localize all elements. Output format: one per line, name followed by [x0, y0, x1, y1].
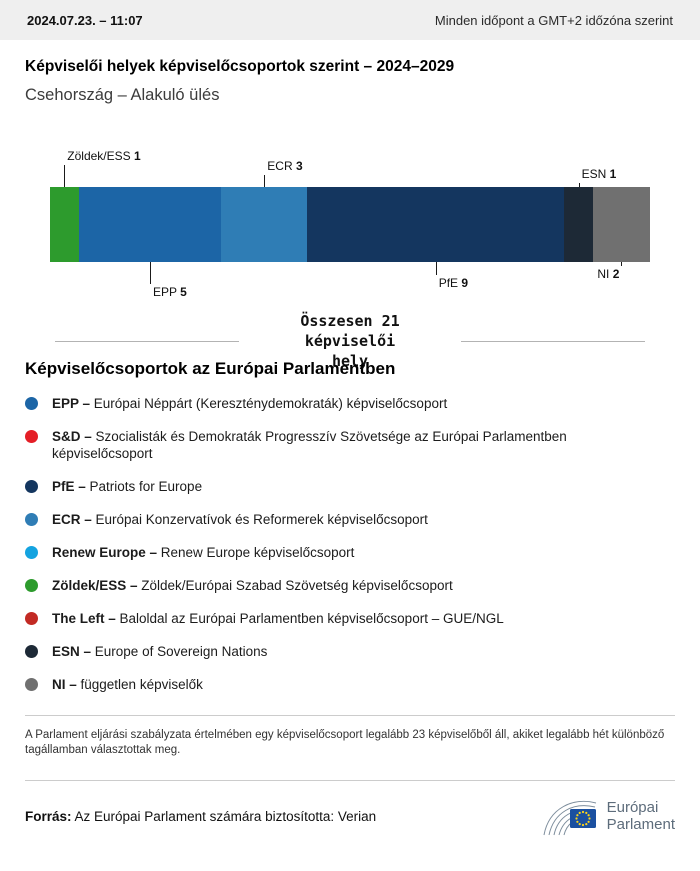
ep-logo-text: Európai Parlament: [607, 799, 675, 833]
group-name: ECR –: [52, 512, 96, 527]
footer: Forrás: Az Európai Parlament számára bizt…: [25, 794, 675, 838]
leader-line: [435, 262, 437, 275]
group-name: Renew Europe –: [52, 545, 161, 560]
legend-item-text: S&D – Szocialisták és Demokraták Progres…: [52, 428, 645, 462]
segment-label: PfE 9: [438, 276, 469, 290]
legend-item: NI – független képviselők: [25, 676, 645, 693]
source-text: Az Európai Parlament számára biztosított…: [74, 808, 377, 824]
group-color-dot: [25, 546, 38, 559]
group-color-dot: [25, 397, 38, 410]
legend-item-text: EPP – Európai Néppárt (Kereszténydemokra…: [52, 395, 447, 412]
group-color-dot: [25, 430, 38, 443]
legend-item-text: ECR – Európai Konzervatívok és Reformere…: [52, 511, 428, 528]
legend-list: EPP – Európai Néppárt (Kereszténydemokra…: [25, 395, 675, 693]
legend-item: Zöldek/ESS – Zöldek/Európai Szabad Szöve…: [25, 577, 645, 594]
legend-item-text: NI – független képviselők: [52, 676, 203, 693]
divider-line-left: [55, 340, 239, 342]
leader-line: [264, 175, 266, 187]
leader-line: [621, 262, 623, 266]
bar-segment-ecr: [221, 187, 308, 262]
group-name: PfE –: [52, 479, 90, 494]
segment-label: ECR 3: [267, 159, 303, 173]
segment-label: ESN 1: [581, 167, 617, 181]
group-color-dot: [25, 480, 38, 493]
group-description: Patriots for Europe: [89, 479, 203, 494]
leader-line: [578, 183, 580, 187]
segment-label: Zöldek/ESS 1: [67, 149, 141, 163]
group-name: NI –: [52, 677, 81, 692]
group-color-dot: [25, 612, 38, 625]
ep-logo-text-line1: Európai: [606, 799, 659, 816]
group-description: Baloldal az Európai Parlamentben képvise…: [119, 611, 504, 626]
segment-label: NI 2: [597, 267, 620, 281]
bar-segment-ni: [592, 187, 650, 262]
group-name: EPP –: [52, 396, 94, 411]
page-subtitle: Csehország – Alakuló ülés: [25, 86, 220, 104]
group-name: ESN –: [52, 644, 95, 659]
ep-logo-icon: [543, 801, 596, 836]
legend-item: S&D – Szocialisták és Demokraták Progres…: [25, 428, 645, 462]
group-color-dot: [25, 645, 38, 658]
bar-segment-z-ldek-ess: [50, 187, 79, 262]
divider-above-footer: [25, 780, 675, 781]
legend-item: EPP – Európai Néppárt (Kereszténydemokra…: [25, 395, 645, 412]
group-description: Európai Néppárt (Kereszténydemokraták) k…: [93, 396, 448, 411]
footnote: A Parlament eljárási szabályzata értelmé…: [25, 729, 665, 756]
group-color-dot: [25, 513, 38, 526]
segment-label: EPP 5: [153, 285, 187, 299]
main-content: Képviselői helyek képviselőcsoportok sze…: [0, 58, 700, 838]
source-label: Forrás:: [25, 808, 72, 824]
group-name: S&D –: [52, 429, 96, 444]
header-bar: 2024.07.23. – 11:07 Minden időpont a GMT…: [0, 0, 700, 40]
group-description: Renew Europe képviselőcsoport: [160, 545, 355, 560]
group-description: Európai Konzervatívok és Reformerek képv…: [95, 512, 428, 527]
group-name: Zöldek/ESS –: [52, 578, 142, 593]
page-title: Képviselői helyek képviselőcsoportok sze…: [25, 58, 455, 75]
group-name: The Left –: [52, 611, 120, 626]
bar-segment-pfe: [307, 187, 565, 262]
group-description: független képviselők: [80, 677, 203, 692]
divider-above-footnote: [25, 715, 675, 716]
legend-item-text: Renew Europe – Renew Europe képviselőcso…: [52, 544, 354, 561]
seats-bar: [50, 187, 650, 262]
ep-logo: Európai Parlament: [540, 794, 675, 838]
seats-chart: Zöldek/ESS 1 EPP 5 ECR 3 PfE 9 ESN 1 NI 2: [25, 147, 675, 307]
legend-item-text: PfE – Patriots for Europe: [52, 478, 202, 495]
ep-logo-text-line2: Parlament: [606, 816, 675, 833]
divider-line-right: [461, 340, 645, 342]
group-color-dot: [25, 579, 38, 592]
group-color-dot: [25, 678, 38, 691]
header-timezone-note: Minden időpont a GMT+2 időzóna szerint: [434, 12, 673, 28]
legend-item: Renew Europe – Renew Europe képviselőcso…: [25, 544, 645, 561]
source-line: Forrás: Az Európai Parlament számára bizt…: [25, 809, 376, 824]
bar-segment-epp: [78, 187, 222, 262]
total-seats-label: Összesen 21 képviselői hely: [300, 312, 400, 370]
header-datetime: 2024.07.23. – 11:07: [27, 12, 143, 28]
legend-item-text: ESN – Europe of Sovereign Nations: [52, 643, 267, 660]
legend-item: The Left – Baloldal az Európai Parlament…: [25, 610, 645, 627]
legend-item: PfE – Patriots for Europe: [25, 478, 645, 495]
leader-line: [64, 165, 66, 187]
legend-item: ECR – Európai Konzervatívok és Reformere…: [25, 511, 645, 528]
legend-item: ESN – Europe of Sovereign Nations: [25, 643, 645, 660]
leader-line: [150, 262, 151, 284]
group-description: Szocialisták és Demokraták Progresszív S…: [52, 429, 567, 461]
legend-heading: Képviselőcsoportok az Európai Parlamentb…: [25, 359, 396, 378]
group-description: Europe of Sovereign Nations: [94, 644, 268, 659]
legend-item-text: The Left – Baloldal az Európai Parlament…: [52, 610, 504, 627]
bar-segment-esn: [564, 187, 593, 262]
legend-item-text: Zöldek/ESS – Zöldek/Európai Szabad Szöve…: [52, 577, 453, 594]
group-description: Zöldek/Európai Szabad Szövetség képvisel…: [141, 578, 453, 593]
total-divider: Összesen 21 képviselői hely: [55, 311, 645, 371]
